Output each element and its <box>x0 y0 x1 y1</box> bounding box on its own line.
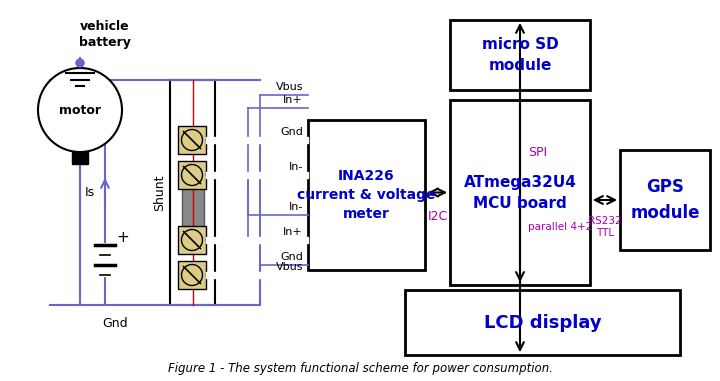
Text: parallel 4+2: parallel 4+2 <box>528 223 593 232</box>
Text: INA226
current & voltage
meter: INA226 current & voltage meter <box>297 168 436 221</box>
Text: In+: In+ <box>283 227 303 237</box>
Circle shape <box>38 68 122 152</box>
Circle shape <box>76 59 84 67</box>
Text: Figure 1 - The system functional scheme for power consumption.: Figure 1 - The system functional scheme … <box>168 362 552 375</box>
Text: motor: motor <box>59 104 101 117</box>
Text: GPS
module: GPS module <box>630 179 700 221</box>
Bar <box>178 226 206 254</box>
Text: Vbus: Vbus <box>276 262 303 272</box>
Text: Gnd: Gnd <box>102 317 128 330</box>
Text: RS232
TTL: RS232 TTL <box>588 216 622 238</box>
Text: vehicle
battery: vehicle battery <box>79 20 131 49</box>
Text: In-: In- <box>289 162 303 172</box>
Text: In-: In- <box>289 202 303 212</box>
Bar <box>178 161 206 189</box>
Text: Is: Is <box>85 186 95 199</box>
Text: micro SD
module: micro SD module <box>482 37 559 73</box>
Text: LCD display: LCD display <box>484 314 601 331</box>
Bar <box>178 126 206 154</box>
Text: Gnd: Gnd <box>280 252 303 262</box>
Bar <box>178 261 206 289</box>
Text: I2C: I2C <box>428 210 448 224</box>
Text: Gnd: Gnd <box>280 127 303 137</box>
Text: In+: In+ <box>283 95 303 105</box>
Bar <box>72 152 88 164</box>
Bar <box>405 290 680 355</box>
Text: Shunt: Shunt <box>153 174 166 211</box>
Bar <box>450 100 590 285</box>
Bar <box>450 20 590 90</box>
Text: +: + <box>117 231 130 245</box>
Bar <box>182 175 204 240</box>
Bar <box>170 80 215 305</box>
Bar <box>308 120 425 270</box>
Text: SPI: SPI <box>528 146 547 159</box>
Text: Vbus: Vbus <box>276 82 303 92</box>
Bar <box>620 150 710 250</box>
Text: ATmega32U4
MCU board: ATmega32U4 MCU board <box>464 174 577 210</box>
